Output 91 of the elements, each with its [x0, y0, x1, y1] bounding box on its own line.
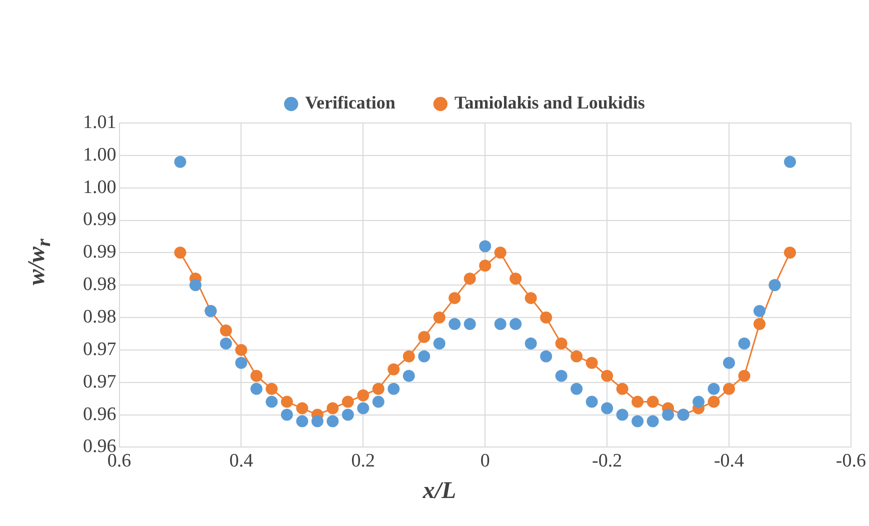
- point: [220, 337, 232, 350]
- point: [418, 330, 430, 343]
- point: [540, 312, 552, 324]
- point: [250, 382, 262, 395]
- point: [646, 415, 659, 428]
- point: [616, 382, 628, 395]
- point: [479, 240, 492, 252]
- point: [464, 318, 476, 330]
- point: [266, 382, 278, 395]
- point: [311, 415, 324, 428]
- point: [616, 408, 628, 421]
- point: [280, 396, 293, 408]
- point: [174, 156, 186, 168]
- x-tick-label: 0.4: [229, 450, 254, 472]
- point: [402, 350, 415, 362]
- point: [448, 292, 461, 304]
- point: [174, 246, 186, 259]
- point: [601, 402, 614, 414]
- point: [250, 370, 262, 382]
- point: [555, 337, 568, 350]
- point: [524, 337, 537, 350]
- point: [632, 396, 644, 408]
- point: [570, 382, 583, 395]
- x-tick-label: -0.6: [836, 450, 866, 472]
- point: [402, 370, 415, 382]
- y-tick-label: 0.96: [83, 404, 116, 425]
- y-tick-label: 1.01: [83, 112, 116, 133]
- point: [479, 260, 492, 272]
- y-tick-label: 0.98: [83, 306, 116, 328]
- point: [586, 396, 598, 408]
- point: [662, 408, 674, 421]
- x-tick-label: 0: [480, 450, 490, 472]
- point: [388, 382, 400, 395]
- point: [357, 389, 370, 402]
- point: [433, 337, 446, 350]
- x-tick-label: -0.4: [714, 450, 745, 472]
- legend-label: Verification: [305, 92, 396, 113]
- point: [692, 396, 705, 408]
- y-tick-label: 0.97: [83, 338, 116, 360]
- point: [632, 415, 644, 428]
- point: [555, 370, 568, 382]
- point: [296, 402, 308, 414]
- point: [570, 350, 583, 362]
- y-tick-label: 0.97: [83, 371, 116, 392]
- y-tick-label: 1.00: [83, 176, 116, 198]
- point: [723, 382, 736, 395]
- point: [784, 156, 796, 168]
- point: [372, 382, 384, 395]
- point: [235, 344, 248, 356]
- point: [189, 279, 202, 292]
- point: [388, 363, 400, 376]
- point: [342, 408, 354, 421]
- point: [448, 318, 461, 330]
- point: [418, 350, 430, 362]
- point: [296, 415, 308, 428]
- y-tick-label: 0.99: [83, 242, 116, 263]
- point: [342, 396, 354, 408]
- point: [586, 356, 598, 369]
- point: [540, 350, 552, 362]
- point: [708, 382, 720, 395]
- point: [646, 396, 659, 408]
- point: [464, 272, 476, 285]
- point: [266, 396, 278, 408]
- point: [753, 318, 766, 330]
- point: [738, 370, 750, 382]
- point: [280, 408, 293, 421]
- point: [753, 305, 766, 318]
- point: [524, 292, 537, 304]
- point: [372, 396, 384, 408]
- point: [510, 318, 522, 330]
- point: [723, 356, 736, 369]
- point: [235, 356, 248, 369]
- point: [357, 402, 370, 414]
- y-tick-label: 0.98: [83, 274, 116, 296]
- point: [601, 370, 614, 382]
- x-tick-label: 0.2: [351, 450, 376, 472]
- point: [738, 337, 750, 350]
- point: [326, 402, 339, 414]
- point: [433, 312, 446, 324]
- point: [510, 272, 522, 285]
- point: [326, 415, 339, 428]
- y-tick-label: 0.99: [83, 209, 116, 230]
- point: [708, 396, 720, 408]
- point: [784, 246, 796, 259]
- x-tick-label: -0.2: [592, 450, 622, 472]
- point: [220, 324, 232, 336]
- y-tick-label: 1.00: [83, 144, 116, 166]
- legend-label: Tamiolakis and Loukidis: [454, 92, 645, 113]
- point: [494, 318, 506, 330]
- point: [494, 246, 506, 259]
- x-axis-title: x/L: [422, 478, 458, 505]
